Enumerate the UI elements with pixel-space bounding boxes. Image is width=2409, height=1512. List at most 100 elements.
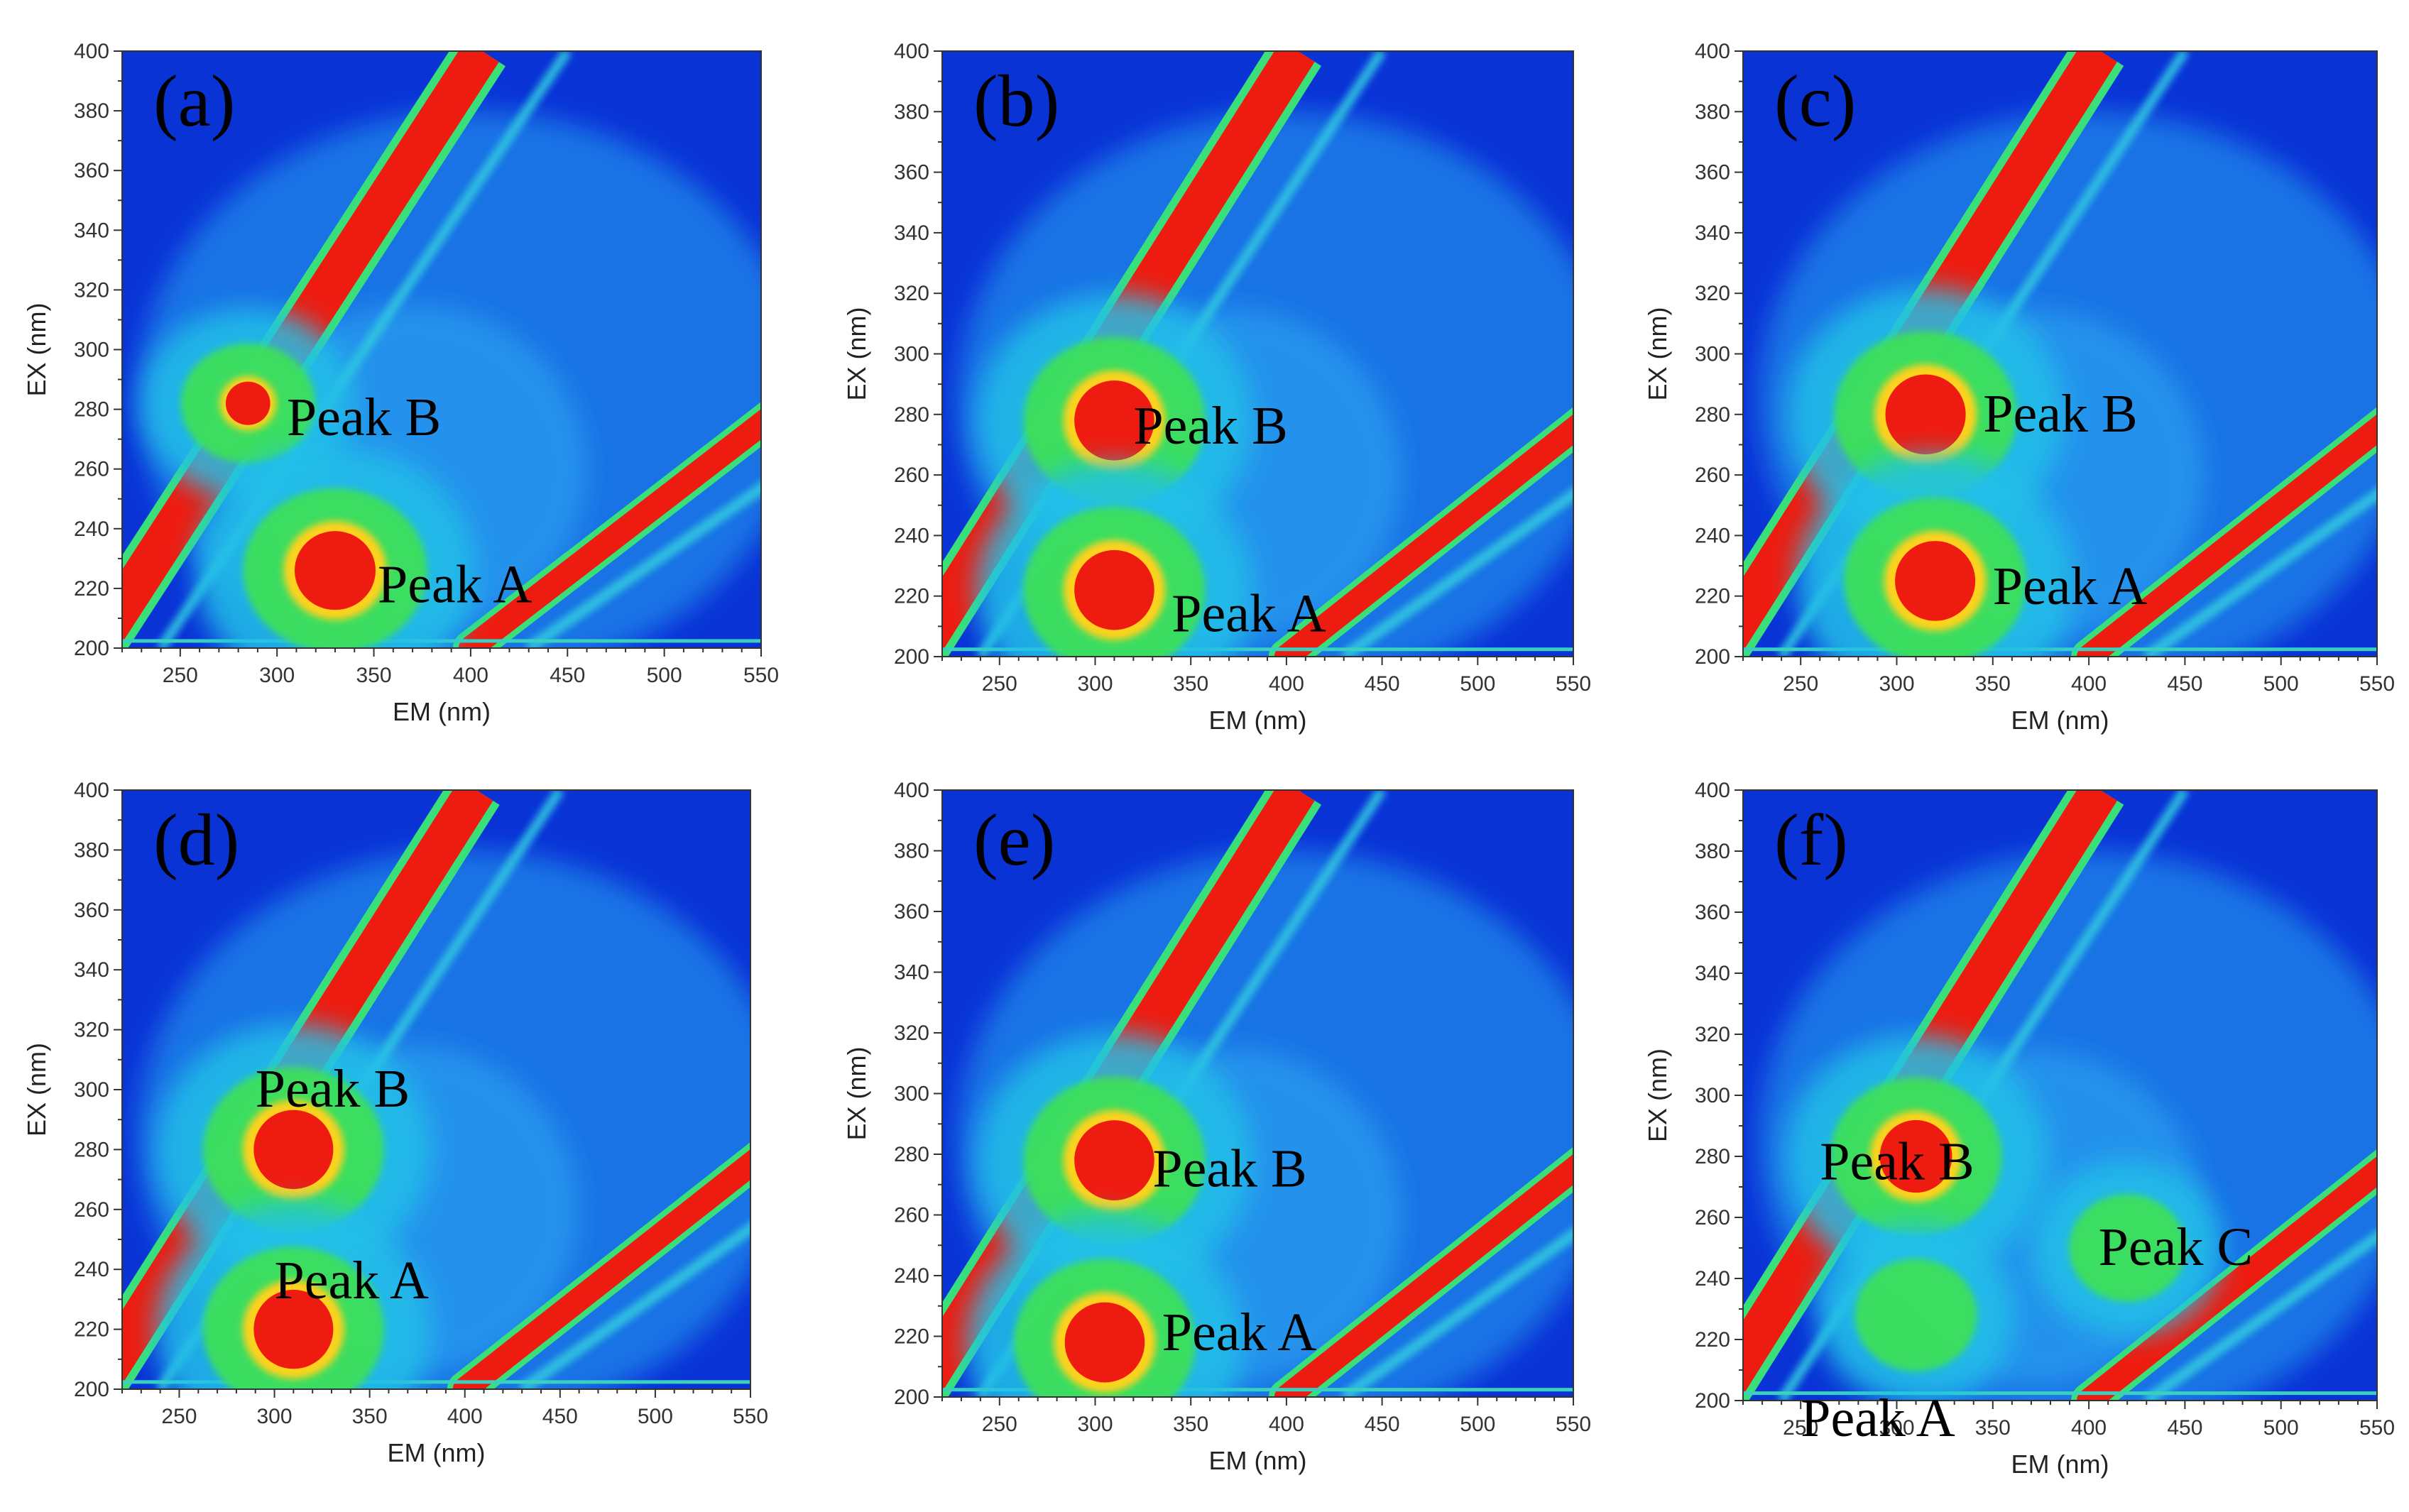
x-axis-title: EM (nm)	[1209, 1446, 1307, 1475]
heatmap-area	[1743, 51, 2377, 657]
peak-label: Peak C	[2099, 1217, 2253, 1277]
baseline-edge	[942, 647, 1573, 652]
peak-label: Peak B	[1820, 1132, 1974, 1192]
y-tick-label: 400	[894, 779, 929, 802]
peak-core	[1074, 549, 1154, 630]
y-axis-title: EX (nm)	[842, 307, 871, 400]
x-tick-label: 400	[1269, 672, 1304, 696]
second-order-scatter-band	[1274, 414, 1573, 657]
y-tick-label: 380	[894, 840, 929, 863]
second-order-scatter-band	[452, 1149, 750, 1389]
baseline-edge	[942, 1388, 1573, 1392]
y-tick-label: 280	[74, 1138, 109, 1161]
y-tick-label: 340	[74, 958, 109, 982]
x-tick-label: 250	[161, 1405, 197, 1428]
eem-panel: 250 300 350 400 450 500 550 200 220 240 260 280 300 3…	[22, 779, 768, 1467]
peak-label: Peak B	[256, 1059, 410, 1119]
y-tick-label: 220	[74, 577, 109, 601]
y-tick-label: 360	[1695, 161, 1730, 185]
y-tick-label: 200	[74, 1378, 109, 1401]
x-tick-label: 550	[1556, 1413, 1591, 1436]
y-tick-label: 320	[74, 278, 109, 302]
peak-label: Peak B	[287, 388, 441, 447]
panel-label: (b)	[973, 60, 1059, 142]
y-tick-label: 380	[74, 838, 109, 862]
panel-label: (c)	[1774, 60, 1856, 142]
x-axis-title: EM (nm)	[2011, 706, 2109, 735]
x-tick-label: 300	[1077, 1413, 1113, 1436]
x-tick-label: 350	[356, 664, 392, 687]
y-tick-label: 320	[1695, 1023, 1730, 1046]
peak-label: Peak A	[275, 1251, 430, 1310]
x-axis-title: EM (nm)	[393, 697, 491, 726]
panel-label: (d)	[153, 799, 239, 881]
y-tick-label: 240	[74, 1258, 109, 1281]
x-tick-label: 300	[1879, 1416, 1914, 1440]
y-tick-label: 400	[1695, 779, 1730, 802]
y-tick-label: 260	[74, 458, 109, 481]
y-tick-label: 300	[894, 343, 929, 366]
y-tick-label: 220	[1695, 585, 1730, 608]
y-tick-label: 260	[1695, 464, 1730, 487]
peak-core	[1885, 374, 1966, 455]
eem-panel: 250 300 350 400 450 500 550 200 220 240 260 280 300 3…	[842, 40, 1591, 735]
x-tick-label: 300	[259, 664, 295, 687]
x-axis-title: EM (nm)	[2011, 1450, 2109, 1479]
peak-core	[225, 381, 271, 425]
y-axis-title: EX (nm)	[1643, 307, 1672, 400]
peak-label: Peak A	[1801, 1388, 1955, 1448]
y-tick-label: 320	[1695, 282, 1730, 305]
second-order-raman-streak	[2143, 1229, 2377, 1401]
peak-label: Peak A	[1993, 557, 2148, 616]
peak-core	[253, 1289, 334, 1369]
y-tick-label: 360	[1695, 901, 1730, 924]
y-tick-label: 280	[1695, 403, 1730, 427]
y-tick-label: 360	[74, 159, 109, 182]
x-tick-label: 450	[1365, 672, 1400, 696]
peak-green-zone	[1854, 1259, 1977, 1371]
baseline-edge	[122, 1380, 750, 1384]
x-tick-label: 450	[550, 664, 585, 687]
peak-core	[1064, 1302, 1145, 1383]
y-tick-label: 220	[74, 1318, 109, 1342]
peak-core	[295, 531, 376, 610]
x-tick-label: 450	[2167, 672, 2202, 696]
x-tick-label: 300	[1077, 672, 1113, 696]
y-tick-label: 360	[894, 900, 929, 924]
y-tick-label: 300	[894, 1083, 929, 1106]
y-tick-label: 300	[74, 339, 109, 362]
y-tick-label: 340	[74, 219, 109, 242]
peak-core	[1895, 541, 1976, 621]
y-tick-label: 260	[74, 1198, 109, 1222]
peak-core	[253, 1110, 334, 1190]
y-tick-label: 380	[1695, 100, 1730, 124]
y-tick-label: 200	[1695, 1389, 1730, 1413]
y-axis-title: EX (nm)	[22, 1043, 51, 1136]
x-tick-label: 350	[352, 1405, 388, 1428]
y-tick-label: 380	[74, 99, 109, 123]
baseline-edge	[1743, 1391, 2377, 1396]
y-tick-label: 200	[1695, 645, 1730, 669]
x-tick-label: 400	[453, 664, 488, 687]
y-tick-label: 280	[74, 398, 109, 422]
second-order-scatter-band	[458, 409, 761, 648]
x-tick-label: 550	[743, 664, 779, 687]
y-axis-title: EX (nm)	[842, 1046, 871, 1140]
x-tick-label: 550	[1556, 672, 1591, 696]
y-tick-label: 300	[1695, 343, 1730, 366]
x-tick-label: 250	[1783, 1416, 1818, 1440]
y-tick-label: 380	[1695, 840, 1730, 863]
y-tick-label: 320	[894, 1021, 929, 1045]
y-tick-label: 400	[74, 779, 109, 802]
eem-panel: 250 300 350 400 450 500 550 200 220 240 260 280 300 3…	[842, 779, 1591, 1475]
peak-label: Peak B	[1133, 396, 1287, 456]
y-tick-label: 340	[1695, 962, 1730, 985]
eem-panel: 250 300 350 400 450 500 550 200 220 240 260 280 300 3…	[1643, 40, 2395, 735]
y-axis-title: EX (nm)	[22, 302, 51, 396]
peak-label: Peak A	[378, 555, 532, 615]
heatmap-area	[122, 51, 761, 648]
eem-panel: 250 300 350 400 450 500 550 200 220 240 260 280 300 3…	[22, 40, 779, 726]
y-tick-label: 300	[74, 1078, 109, 1102]
peak-label: Peak A	[1162, 1303, 1317, 1362]
